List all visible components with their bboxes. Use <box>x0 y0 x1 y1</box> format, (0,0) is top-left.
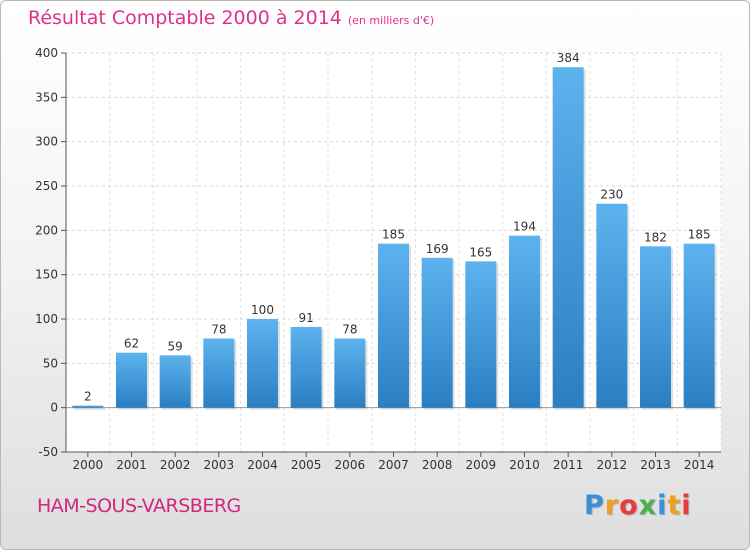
y-tick-label: 0 <box>50 401 58 415</box>
value-label: 182 <box>644 230 667 244</box>
label-layer: 2 62 59 78 100 91 78 185 169 165 194 384 230 182 185 <box>84 51 711 403</box>
bar <box>465 261 497 408</box>
bar <box>334 338 366 408</box>
logo-letter: o <box>619 490 639 521</box>
x-tick-label: 2006 <box>335 458 366 472</box>
value-label: 165 <box>469 245 492 259</box>
value-label: 185 <box>382 228 405 242</box>
x-tick-label: 2011 <box>553 458 584 472</box>
x-tick-label: 2012 <box>597 458 628 472</box>
value-label: 384 <box>557 51 580 65</box>
y-tick-label: 350 <box>35 90 58 104</box>
commune-name: HAM-SOUS-VARSBERG <box>37 495 241 517</box>
axis-layer: -50 0 50 100 150 200 250 300 350 400 2000 2001 2002 2… <box>35 46 721 472</box>
y-tick-label: -50 <box>38 445 58 459</box>
value-label: 78 <box>211 323 226 337</box>
bar <box>203 338 235 408</box>
proxiti-logo: Proxiti <box>584 490 692 521</box>
value-label: 100 <box>251 303 274 317</box>
bar <box>509 235 540 408</box>
value-label: 78 <box>342 323 357 337</box>
x-tick-label: 2007 <box>378 458 409 472</box>
bar <box>72 405 104 408</box>
x-tick-label: 2010 <box>509 458 540 472</box>
y-tick-label: 400 <box>35 46 58 60</box>
x-tick-label: 2000 <box>73 458 104 472</box>
x-tick-label: 2001 <box>116 458 147 472</box>
bar <box>378 243 409 408</box>
logo-letter: i <box>657 490 668 521</box>
value-label: 62 <box>124 337 139 351</box>
logo-letter: i <box>681 490 692 521</box>
x-tick-label: 2013 <box>640 458 671 472</box>
y-tick-label: 150 <box>35 268 58 282</box>
y-tick-label: 100 <box>35 312 58 326</box>
bar <box>640 246 671 408</box>
value-label: 2 <box>84 390 92 404</box>
x-tick-label: 2003 <box>204 458 235 472</box>
logo-letter: P <box>584 490 605 521</box>
x-tick-label: 2008 <box>422 458 453 472</box>
bar <box>159 355 191 408</box>
y-tick-label: 250 <box>35 179 58 193</box>
y-tick-label: 300 <box>35 135 58 149</box>
value-label: 59 <box>168 339 183 353</box>
x-tick-label: 2004 <box>247 458 278 472</box>
value-label: 169 <box>426 242 449 256</box>
chart-title-text: Résultat Comptable 2000 à 2014 <box>28 7 342 29</box>
y-tick-label: 50 <box>43 356 58 370</box>
bar-layer <box>72 67 717 410</box>
bar <box>683 243 715 408</box>
chart-title: Résultat Comptable 2000 à 2014 (en millie… <box>28 7 434 29</box>
logo-letter: t <box>667 490 682 521</box>
value-label: 194 <box>513 220 536 234</box>
bar-shadow <box>74 407 106 410</box>
bar <box>552 67 584 408</box>
value-label: 91 <box>299 311 314 325</box>
bar <box>596 203 628 408</box>
x-tick-label: 2005 <box>291 458 322 472</box>
chart-subtitle: (en milliers d'€) <box>347 14 435 27</box>
bar <box>247 319 278 408</box>
value-label: 185 <box>688 228 711 242</box>
x-tick-label: 2014 <box>684 458 715 472</box>
bar <box>290 326 322 408</box>
logo-letter: r <box>604 490 620 521</box>
y-tick-label: 200 <box>35 223 58 237</box>
x-tick-label: 2002 <box>160 458 191 472</box>
logo-letter: x <box>638 490 658 521</box>
value-label: 230 <box>600 188 623 202</box>
bar <box>421 257 453 408</box>
bar <box>116 352 147 408</box>
x-tick-label: 2009 <box>466 458 497 472</box>
